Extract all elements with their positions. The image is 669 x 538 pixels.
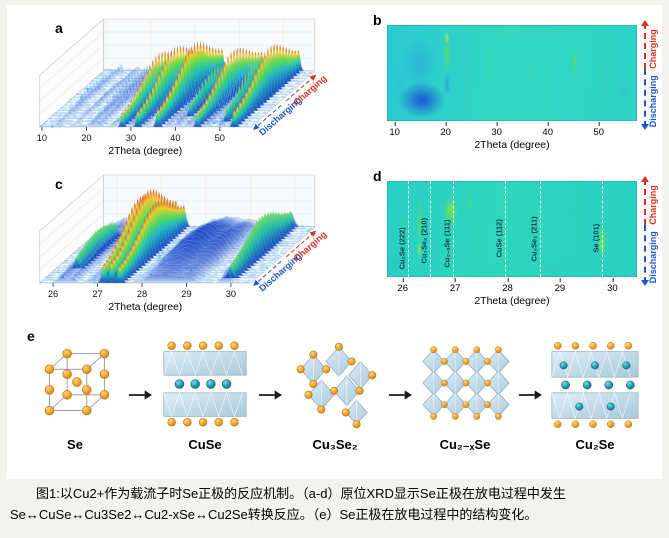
x-axis-title-b: 2Theta (degree): [474, 139, 550, 151]
structure-label-cu3se2: Cu₃Se₂: [312, 437, 358, 452]
crystal-structure-se-drawing: [44, 348, 110, 416]
xrd-contour-map-b: [387, 25, 637, 121]
transition-arrow-icon: [518, 387, 542, 408]
transition-arrow-icon: [128, 387, 152, 408]
structure-cu2xse: Cu₂₋ₓSe: [414, 335, 516, 453]
xrd-contour-map-d: Cu₂Se (222) Cu₃Se₂ (210) Cu₂₋ₓSe (111) CuSe…: [387, 181, 637, 277]
charging-label: Charging: [648, 185, 658, 225]
axis-tick-label: 30: [607, 278, 618, 294]
structure-cuse: CuSe: [154, 335, 256, 452]
peak-label: CuSe (112): [494, 219, 504, 258]
structure-label-cuse: CuSe: [188, 437, 222, 452]
charging-dashed-arrow-icon: [641, 20, 649, 69]
axis-tick-label: 30: [226, 289, 236, 299]
panel-a-waterfall-xrd: 10 20 30 40 50 2Theta (degree) Discharging Char…: [15, 7, 355, 165]
panel-letter-e: e: [27, 328, 35, 344]
peak-label: Cu₃Se₂ (211): [529, 216, 539, 262]
discharging-dashed-arrow-icon: [641, 224, 649, 287]
discharging-label: Discharging: [648, 74, 658, 127]
structure-label-cu2se: Cu₂Se: [575, 437, 615, 452]
discharging-dashed-arrow-icon: [253, 260, 282, 286]
figure-caption: 图1:以Cu2+作为载流子时Se正极的反应机制。（a-d）原位XRD显示Se正极…: [10, 486, 566, 523]
structure-cu3se2: Cu₃Se₂: [284, 335, 386, 452]
charging-indicator: Charging: [639, 20, 663, 69]
axis-tick-label: 50: [593, 122, 605, 138]
panel-letter-c: c: [55, 176, 63, 192]
axis-title: 2Theta (degree): [108, 302, 182, 313]
discharging-label: Discharging: [648, 230, 658, 283]
peak-markers: Cu₂Se (222) Cu₃Se₂ (210) Cu₂₋ₓSe (111) CuSe…: [387, 181, 637, 277]
peak-label: Se (101): [591, 223, 601, 253]
charging-indicator: Charging: [639, 176, 663, 225]
axis-tick-label: 20: [440, 122, 451, 138]
peak-dashed-line: [429, 181, 431, 277]
discharging-dashed-arrow-icon: [253, 104, 282, 130]
discharging-indicator: Discharging: [639, 224, 663, 287]
axis-tick-label: 10: [37, 133, 47, 143]
figure-1: 10 20 30 40 50 2Theta (degree) Discharging Char…: [7, 5, 662, 479]
axis-tick-label: 50: [215, 133, 225, 143]
transition-arrow-icon: [388, 387, 412, 408]
structure-sequence: Se: [11, 323, 659, 453]
panel-letter-b: b: [373, 12, 382, 28]
charge-direction-indicator-b: Charging Discharging: [639, 20, 663, 131]
structure-cu2se: Cu₂Se: [544, 335, 646, 452]
axis-tick-label: 26: [397, 278, 409, 294]
axis-tick-label: 10: [389, 122, 400, 138]
panel-letter-a: a: [55, 20, 63, 36]
structure-se: Se: [24, 335, 126, 452]
panel-c-waterfall-xrd: 26 27 28 29 30 2Theta (degree) Discharging Char…: [15, 163, 355, 321]
peak-dashed-line: [540, 181, 542, 277]
peak-dashed-line: [452, 181, 454, 277]
crystal-structure-cuse-drawing: [163, 341, 247, 427]
crystal-structure-cu3se2-drawing: [296, 342, 377, 429]
axis-tick-label: 29: [554, 278, 566, 294]
peak-label: Cu₃Se₂ (210): [419, 217, 429, 264]
panel-e-structures: e: [11, 323, 659, 475]
x-axis-ticks-d: 26 27 28 29 30: [387, 278, 637, 294]
panel-d-contour-xrd: d Cu₂Se (222) Cu₃Se₂ (210) Cu₂₋ₓSe (111) Cu…: [359, 169, 665, 321]
axis-tick-label: 30: [491, 122, 502, 138]
x-axis-ticks-b: 10 20 30 40 50: [387, 122, 637, 138]
structure-label-se: Se: [67, 437, 83, 452]
peak-dashed-line: [601, 181, 603, 277]
axis-tick-label: 26: [48, 289, 58, 299]
charge-direction-indicator-d: Charging Discharging: [639, 176, 663, 287]
peak-label: Cu₂₋ₓSe (111): [442, 219, 452, 268]
panel-letter-d: d: [373, 168, 382, 184]
axis-tick-label: 27: [92, 289, 102, 299]
transition-arrow-icon: [258, 387, 282, 408]
discharging-dashed-arrow-icon: [641, 68, 649, 131]
structure-label-cu2xse: Cu₂₋ₓSe: [439, 437, 491, 452]
axis-tick-label: 28: [502, 278, 513, 294]
peak-dashed-line: [407, 181, 409, 277]
axis-tick-label: 29: [181, 289, 191, 299]
axis-tick-label: 30: [126, 133, 136, 143]
peak-label: Cu₂Se (222): [397, 227, 407, 270]
charging-label: Charging: [648, 29, 658, 69]
crystal-structure-cu2se-drawing: [551, 341, 639, 429]
axis-tick-label: 28: [137, 289, 147, 299]
panel-b-contour-xrd: b 10 20 30 40 50 2Theta (degree) Charging Di…: [359, 13, 665, 165]
discharging-indicator: Discharging: [639, 68, 663, 131]
peak-dashed-line: [504, 181, 506, 277]
axis-tick-label: 27: [449, 278, 461, 294]
axis-tick-label: 40: [542, 122, 554, 138]
axis-tick-label: 20: [81, 133, 91, 143]
x-axis-title-d: 2Theta (degree): [474, 295, 550, 307]
crystal-structure-cu2xse-drawing: [422, 346, 510, 420]
charging-dashed-arrow-icon: [641, 176, 649, 225]
axis-title: 2Theta (degree): [108, 146, 182, 157]
axis-tick-label: 40: [170, 133, 180, 143]
